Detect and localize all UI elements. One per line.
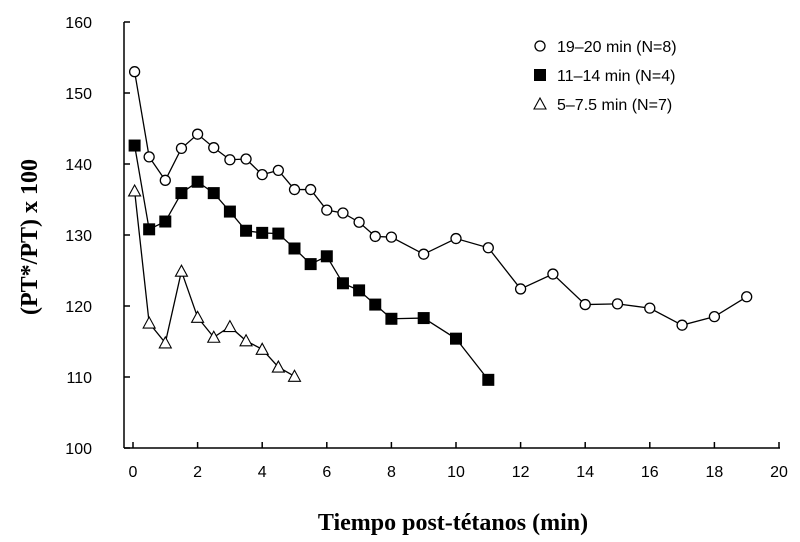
x-tick-label: 2 [193, 464, 202, 481]
data-point [191, 175, 204, 188]
x-tick-label: 20 [770, 464, 788, 481]
data-point [676, 319, 688, 331]
data-point [223, 205, 236, 218]
data-point [708, 310, 721, 323]
data-point [272, 227, 285, 240]
data-point [450, 332, 462, 345]
data-point [741, 291, 753, 303]
data-point [128, 66, 141, 78]
x-tick-label: 8 [387, 464, 396, 481]
data-point [208, 142, 220, 154]
data-point [222, 319, 237, 333]
data-point [175, 187, 188, 200]
legend-label: 5–7.5 min (N=7) [557, 97, 672, 114]
x-tick-label: 4 [258, 464, 267, 481]
legend-marker [533, 96, 547, 110]
data-point [304, 183, 317, 196]
plot-area: 100 110 120 130 140 150 160 0 2 4 6 8 10 12 14 16 18 20 [65, 15, 788, 481]
x-axis-ticks: 0 2 4 6 8 10 12 14 16 18 20 [129, 442, 788, 481]
data-point [239, 333, 253, 347]
data-point [336, 277, 349, 290]
x-tick-label: 10 [447, 464, 465, 481]
data-point [127, 183, 142, 197]
series-line [133, 71, 748, 326]
data-point [206, 330, 221, 343]
y-axis-title: (PT*/PT) x 100 [17, 159, 43, 315]
data-point [547, 268, 559, 280]
data-point [482, 373, 495, 386]
data-point [255, 342, 270, 355]
y-tick-label: 160 [65, 15, 92, 32]
data-point [207, 187, 220, 200]
y-tick-label: 110 [66, 370, 92, 387]
data-point [417, 312, 430, 325]
data-point [224, 154, 236, 166]
y-tick-label: 150 [65, 86, 92, 103]
legend-item: 19–20 min (N=8) [534, 39, 677, 56]
data-point [385, 231, 398, 243]
data-point [288, 183, 301, 196]
data-point [256, 168, 268, 181]
data-point [174, 264, 189, 277]
y-tick-label: 100 [65, 441, 92, 458]
legend-marker [534, 69, 546, 81]
data-point [482, 242, 494, 254]
data-point [418, 248, 430, 260]
data-point [369, 298, 382, 311]
data-point [644, 302, 656, 314]
x-tick-label: 12 [512, 464, 530, 481]
data-point [158, 335, 173, 349]
legend: 19–20 min (N=8) 11–14 min (N=4) 5–7.5 min … [533, 39, 677, 114]
data-point [288, 242, 301, 255]
series-line [133, 190, 295, 377]
series-layer [127, 66, 753, 386]
x-tick-label: 0 [129, 464, 138, 481]
x-tick-label: 14 [576, 464, 594, 481]
series-1 [128, 66, 753, 331]
legend-item: 5–7.5 min (N=7) [533, 96, 672, 114]
y-tick-label: 130 [65, 228, 92, 245]
legend-label: 19–20 min (N=8) [557, 39, 677, 56]
x-tick-label: 6 [322, 464, 331, 481]
data-point [321, 204, 333, 216]
data-point [240, 153, 252, 165]
data-point [353, 284, 366, 297]
data-point [159, 215, 172, 228]
data-point [191, 128, 204, 140]
y-tick-label: 120 [65, 299, 92, 316]
legend-item: 11–14 min (N=4) [534, 68, 675, 85]
legend-marker [534, 40, 546, 52]
y-axis-ticks: 100 110 120 130 140 150 160 [65, 15, 130, 458]
data-point [369, 230, 381, 243]
data-point [514, 283, 527, 295]
data-point [385, 312, 398, 325]
data-point [240, 224, 253, 237]
data-point [304, 258, 317, 271]
data-point [337, 207, 349, 219]
series-2 [128, 139, 495, 386]
data-point [128, 139, 141, 152]
data-point [287, 369, 302, 382]
data-point [159, 174, 171, 186]
data-point [143, 151, 155, 163]
data-point [450, 232, 462, 245]
x-axis-title: Tiempo post-tétanos (min) [318, 510, 588, 536]
data-point [143, 223, 156, 236]
data-point [272, 164, 285, 177]
x-tick-label: 18 [706, 464, 724, 481]
data-point [579, 298, 591, 311]
data-point [190, 310, 205, 323]
data-point [353, 216, 365, 228]
data-point [611, 298, 624, 310]
data-point [175, 142, 188, 155]
data-point [320, 250, 333, 263]
y-tick-label: 140 [65, 157, 92, 174]
series-3 [127, 183, 302, 382]
data-point [271, 359, 286, 373]
data-point [142, 315, 157, 329]
legend-label: 11–14 min (N=4) [557, 68, 675, 85]
data-point [256, 226, 269, 239]
x-tick-label: 16 [641, 464, 659, 481]
